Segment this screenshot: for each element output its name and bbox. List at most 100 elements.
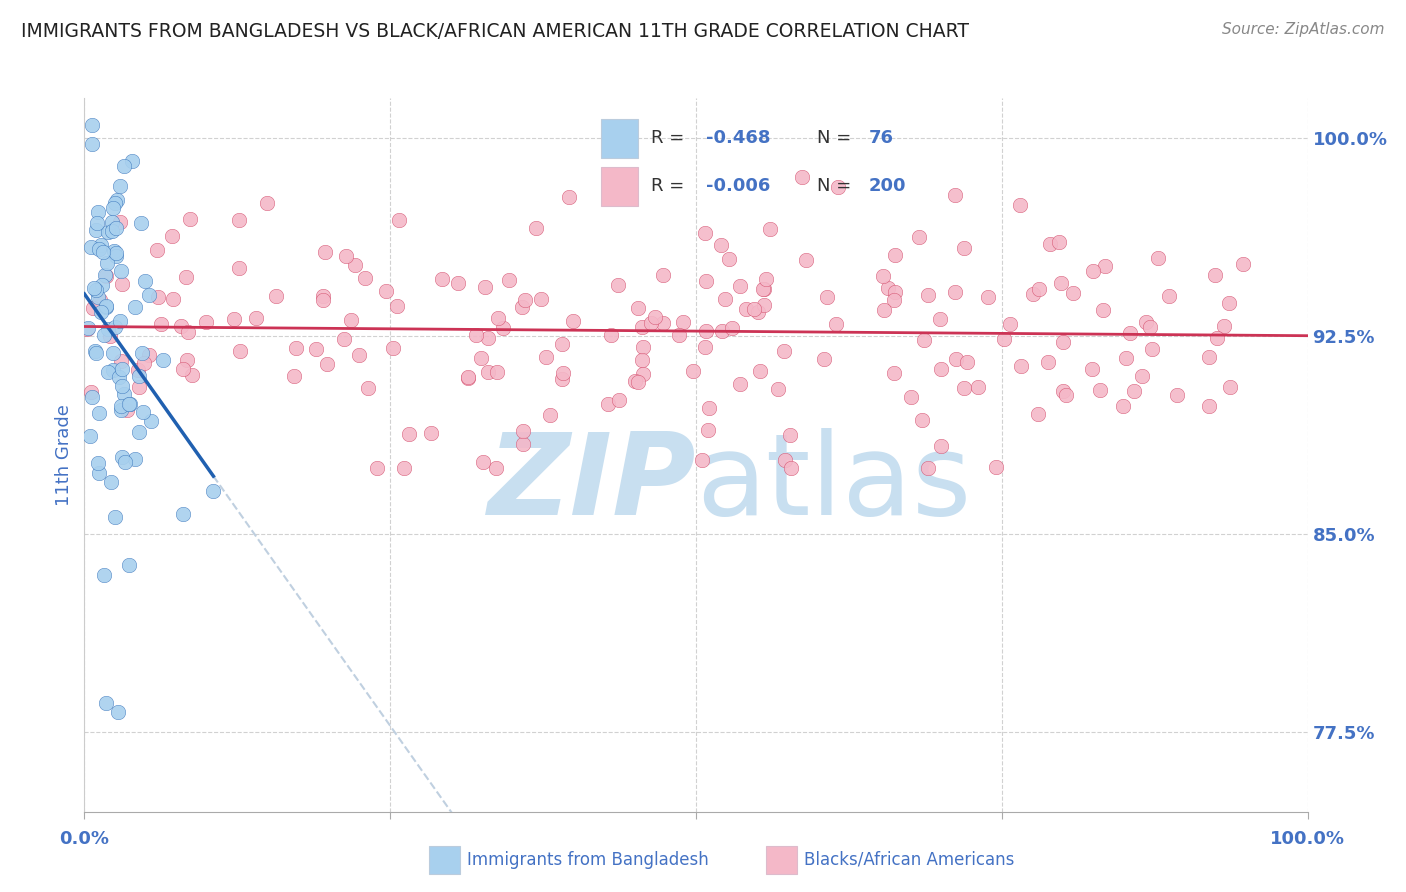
Point	[94, 299, 117, 313]
Point	[128, 368, 150, 383]
Point	[477, 331, 499, 345]
Point	[695, 324, 717, 338]
Point	[314, 245, 336, 260]
Point	[108, 215, 131, 229]
Point	[124, 452, 146, 467]
Point	[755, 272, 778, 286]
Point	[1083, 264, 1105, 278]
Point	[1026, 408, 1049, 422]
Point	[945, 285, 967, 299]
Point	[884, 285, 907, 299]
Point	[87, 467, 110, 481]
Point	[138, 348, 160, 362]
Point	[794, 253, 817, 268]
Point	[128, 380, 150, 394]
Point	[1206, 331, 1229, 345]
Point	[598, 397, 620, 411]
Point	[607, 392, 630, 407]
Point	[111, 277, 134, 292]
Point	[118, 397, 141, 411]
Point	[229, 344, 252, 359]
Point	[366, 461, 388, 475]
Point	[1028, 282, 1050, 296]
Point	[768, 382, 790, 396]
Point	[682, 364, 704, 378]
Point	[631, 352, 654, 367]
Point	[1159, 289, 1181, 303]
Point	[392, 461, 415, 475]
Point	[465, 328, 488, 343]
Point	[94, 268, 117, 282]
Bar	[602, 167, 638, 206]
Point	[813, 351, 835, 366]
Point	[96, 256, 118, 270]
Point	[1090, 383, 1112, 397]
Point	[103, 201, 125, 215]
Point	[77, 320, 100, 334]
Point	[447, 276, 470, 290]
Point	[105, 221, 128, 235]
Point	[827, 179, 849, 194]
Point	[1204, 268, 1226, 283]
Point	[711, 324, 734, 338]
Point	[730, 279, 752, 293]
Point	[110, 263, 132, 277]
Point	[222, 312, 245, 326]
Bar	[602, 119, 638, 158]
Point	[742, 301, 765, 316]
Point	[752, 282, 775, 296]
Point	[1092, 303, 1115, 318]
Point	[956, 355, 979, 369]
Point	[607, 278, 630, 293]
Point	[1122, 384, 1144, 398]
Text: atlas: atlas	[696, 428, 972, 539]
Point	[335, 249, 357, 263]
Point	[97, 365, 120, 379]
Point	[945, 352, 967, 367]
Point	[110, 402, 132, 417]
Point	[1052, 334, 1074, 349]
Point	[1119, 326, 1142, 340]
Point	[718, 252, 741, 266]
Point	[87, 290, 110, 304]
Point	[883, 293, 905, 308]
Point	[195, 315, 218, 329]
Point	[754, 282, 776, 296]
Point	[917, 287, 939, 301]
Text: 76: 76	[869, 129, 893, 147]
Text: R =: R =	[651, 178, 690, 195]
Point	[110, 314, 132, 328]
Point	[471, 455, 494, 469]
Point	[929, 312, 952, 326]
Point	[474, 280, 496, 294]
Point	[177, 325, 200, 339]
Point	[82, 118, 104, 132]
Point	[551, 372, 574, 386]
Point	[305, 342, 328, 356]
Point	[644, 310, 666, 324]
Point	[285, 342, 308, 356]
Point	[111, 362, 134, 376]
Point	[382, 341, 405, 355]
Point	[815, 290, 838, 304]
Point	[104, 510, 127, 524]
Point	[457, 370, 479, 384]
Point	[872, 268, 894, 283]
Point	[89, 293, 111, 307]
Point	[538, 408, 561, 422]
Point	[1094, 259, 1116, 273]
Point	[90, 237, 112, 252]
Point	[111, 379, 134, 393]
Point	[562, 314, 585, 328]
Text: R =: R =	[651, 129, 690, 147]
Point	[772, 343, 794, 358]
Point	[353, 270, 375, 285]
Point	[600, 328, 623, 343]
Point	[929, 439, 952, 453]
Point	[90, 304, 112, 318]
Point	[357, 381, 380, 395]
Point	[734, 302, 756, 317]
Text: 100.0%: 100.0%	[1270, 830, 1346, 847]
Point	[131, 346, 153, 360]
Text: ZIP: ZIP	[488, 428, 696, 539]
